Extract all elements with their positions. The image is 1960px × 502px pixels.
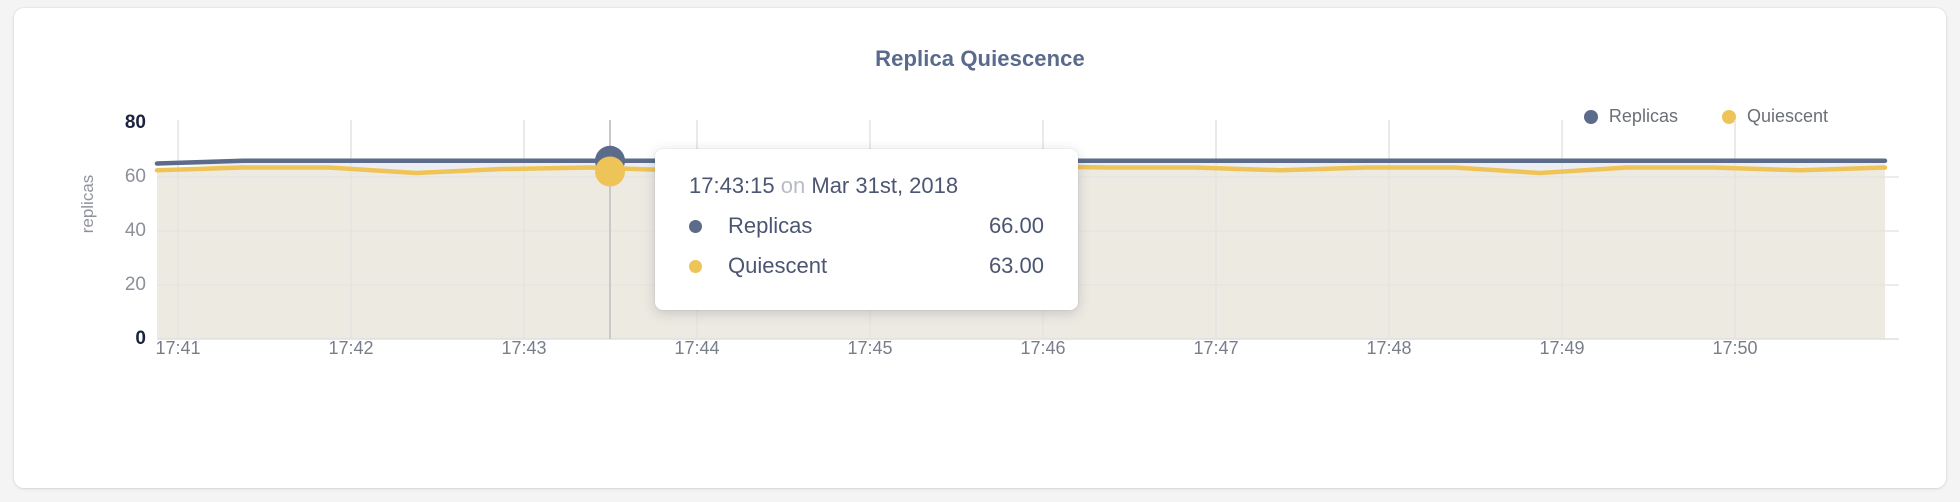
chart-plot-area[interactable]: replicas 80 60 40 20 0 <box>14 8 1946 488</box>
x-axis-tick: 17:49 <box>1539 338 1585 358</box>
x-axis-tick: 17:41 <box>155 338 201 358</box>
legend-item-label: Replicas <box>1608 106 1678 126</box>
legend-dot-icon <box>1721 109 1736 124</box>
y-axis-tick: 60 <box>124 166 146 187</box>
hover-tooltip: 17:43:15 on Mar 31st, 2018 Replicas 66.0… <box>655 149 1078 310</box>
tooltip-connector: on <box>780 173 806 198</box>
legend-dot-icon <box>1583 109 1598 124</box>
x-axis-tick: 17:44 <box>674 338 720 358</box>
series-dot-icon <box>689 259 702 273</box>
replicas-area <box>157 160 1885 173</box>
legend-item-label: Quiescent <box>1746 106 1828 126</box>
x-axis-tick: 17:47 <box>1193 338 1239 358</box>
y-axis-tick: 40 <box>124 220 146 241</box>
legend-item-quiescent[interactable]: Quiescent <box>1721 106 1828 127</box>
tooltip-date: Mar 31st, 2018 <box>811 173 959 198</box>
tooltip-time: 17:43:15 <box>689 173 775 198</box>
tooltip-row-quiescent: Quiescent 63.00 <box>689 246 1044 286</box>
page-title: Replica Quiescence <box>875 46 1085 71</box>
tooltip-series-value: 66.00 <box>988 213 1044 238</box>
x-axis-tick: 17:43 <box>501 338 547 358</box>
tooltip-header: 17:43:15 on Mar 31st, 2018 <box>689 173 1044 199</box>
y-axis-ticks: 80 60 40 20 0 <box>28 8 146 488</box>
y-axis-tick: 20 <box>124 274 146 295</box>
series-dot-icon <box>689 219 702 233</box>
x-axis-tick: 17:42 <box>328 338 374 358</box>
y-axis-tick: 0 <box>135 328 146 349</box>
replicas-line <box>154 158 1888 166</box>
tooltip-series-name: Quiescent <box>728 253 828 278</box>
y-axis-tick: 80 <box>124 112 146 133</box>
x-axis-tick: 17:50 <box>1712 338 1758 358</box>
x-axis-tick: 17:46 <box>1020 338 1066 358</box>
x-axis-tick: 17:48 <box>1366 338 1412 358</box>
chart-legend: Replicas Quiescent <box>1583 106 1828 127</box>
tooltip-series-name: Replicas <box>728 213 813 238</box>
legend-item-replicas[interactable]: Replicas <box>1583 106 1678 127</box>
chart-card: Replica Quiescence Replicas Quiescent re… <box>14 8 1946 488</box>
marker-quiescent[interactable] <box>595 156 625 187</box>
tooltip-series-value: 63.00 <box>988 253 1044 278</box>
x-axis-tick: 17:45 <box>847 338 893 358</box>
tooltip-row-replicas: Replicas 66.00 <box>689 206 1044 246</box>
